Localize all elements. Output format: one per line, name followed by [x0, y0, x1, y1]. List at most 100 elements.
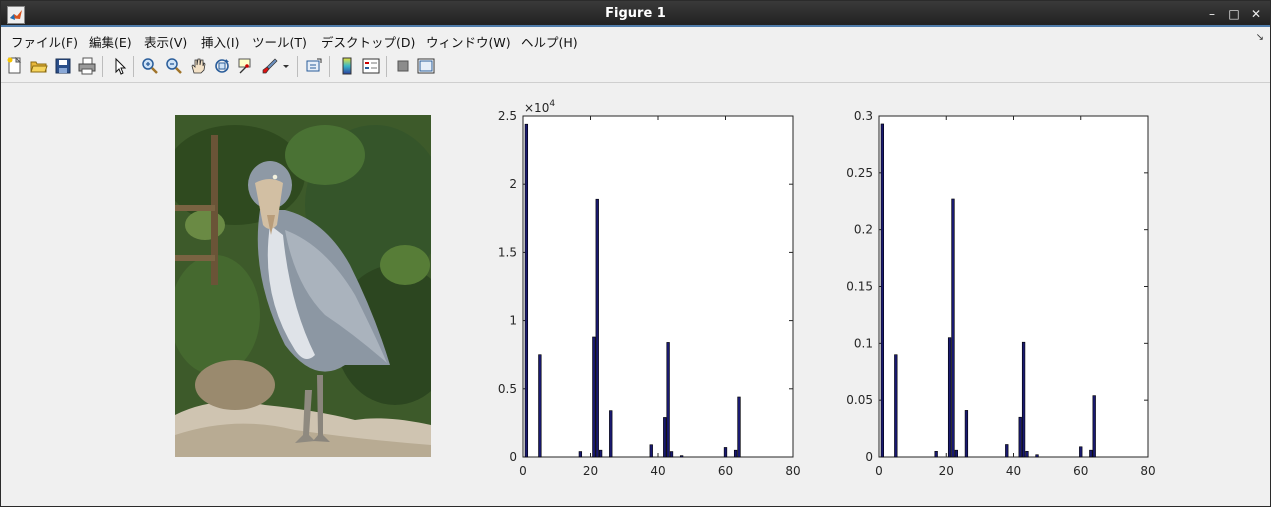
- y-tick-label: 2.5: [498, 109, 517, 123]
- figure-toolbar: [1, 51, 1270, 83]
- close-button[interactable]: ✕: [1250, 7, 1262, 21]
- figure-canvas[interactable]: 0 0.5 1 1.5 2 2.5 0 20 40 60 80 ×104 0 0.05 0.1 0.15 0…: [2, 83, 1270, 506]
- histogram-bar[interactable]: [1021, 341, 1026, 458]
- histogram-bar[interactable]: [723, 447, 728, 458]
- histogram-bar[interactable]: [880, 123, 885, 458]
- maximize-button[interactable]: □: [1228, 7, 1240, 21]
- menu-tools[interactable]: ツール(T): [252, 35, 307, 50]
- x-tick-label: 80: [1140, 464, 1155, 478]
- dock-arrow-icon[interactable]: ↘: [1255, 32, 1264, 43]
- histogram-bar[interactable]: [538, 354, 542, 458]
- menu-desktop[interactable]: デスクトップ(D): [321, 35, 416, 50]
- y-exponent-label: ×104: [524, 99, 555, 115]
- hide-plot-tools-icon[interactable]: [394, 57, 412, 75]
- histogram-bar[interactable]: [964, 410, 969, 458]
- brush-dropdown-icon[interactable]: [281, 57, 291, 75]
- minimize-button[interactable]: –: [1209, 7, 1215, 21]
- histogram-bar[interactable]: [663, 417, 667, 458]
- axes-normalized-histogram[interactable]: 0 0.05 0.1 0.15 0.2 0.25 0.3 0 20 40 60 80: [846, 109, 1155, 478]
- histogram-bar[interactable]: [1079, 446, 1083, 458]
- toolbar-separator: [133, 56, 134, 77]
- histogram-bar[interactable]: [609, 410, 613, 458]
- histogram-bar[interactable]: [1089, 449, 1093, 458]
- brush-icon[interactable]: [261, 57, 279, 75]
- title-accent-line: [1, 25, 1270, 27]
- shoebill-photo[interactable]: [175, 115, 431, 457]
- legend-icon[interactable]: [362, 57, 380, 75]
- y-tick-label: 0.25: [846, 166, 873, 180]
- rotate-3d-icon[interactable]: [213, 57, 231, 75]
- print-icon[interactable]: [78, 57, 96, 75]
- histogram-bar[interactable]: [679, 455, 684, 458]
- y-tick-label: 1: [509, 314, 517, 328]
- matlab-logo-icon[interactable]: [7, 6, 25, 24]
- x-tick-label: 40: [650, 464, 665, 478]
- histogram-bar[interactable]: [595, 198, 599, 458]
- title-bar[interactable]: Figure 1 – □ ✕: [1, 1, 1270, 27]
- link-plot-icon[interactable]: [305, 57, 323, 75]
- toolbar-separator: [329, 56, 330, 77]
- window-title: Figure 1: [605, 6, 666, 21]
- x-tick-label: 80: [785, 464, 800, 478]
- menu-edit[interactable]: 編集(E): [89, 35, 132, 50]
- histogram-bar[interactable]: [578, 451, 583, 458]
- axes-counts-histogram[interactable]: 0 0.5 1 1.5 2 2.5 0 20 40 60 80 ×104: [498, 99, 801, 478]
- y-tick-label: 0: [865, 450, 873, 464]
- histogram-bar[interactable]: [733, 449, 738, 458]
- histogram-bar[interactable]: [592, 336, 596, 458]
- histogram-bar[interactable]: [954, 449, 958, 458]
- toolbar-separator: [386, 56, 387, 77]
- show-plot-tools-icon[interactable]: [417, 57, 435, 75]
- y-tick-label: 0.5: [498, 382, 517, 396]
- x-tick-label: 0: [875, 464, 883, 478]
- menu-view[interactable]: 表示(V): [144, 35, 188, 50]
- y-tick-label: 0.2: [854, 223, 873, 237]
- zoom-in-icon[interactable]: [141, 57, 159, 75]
- zoom-out-icon[interactable]: [165, 57, 183, 75]
- histogram-bar[interactable]: [951, 198, 955, 458]
- menu-bar: ファイル(F) 編集(E) 表示(V) 挿入(I) ツール(T) デスクトップ(…: [1, 27, 1270, 51]
- y-tick-label: 0.1: [854, 336, 873, 350]
- histogram-bar[interactable]: [1092, 395, 1096, 458]
- histogram-bar[interactable]: [934, 451, 938, 458]
- histogram-bar[interactable]: [669, 451, 674, 458]
- toolbar-separator: [297, 56, 298, 77]
- menu-insert[interactable]: 挿入(I): [201, 35, 240, 50]
- x-tick-label: 0: [519, 464, 527, 478]
- new-figure-icon[interactable]: [6, 57, 24, 75]
- y-tick-label: 0.05: [846, 393, 873, 407]
- x-tick-label: 60: [1073, 464, 1088, 478]
- histogram-plots: 00.511.522.50 20 40 60 80 ×104 00.050.10.150…: [498, 99, 1156, 478]
- y-tick-label: 0.3: [854, 109, 873, 123]
- open-file-icon[interactable]: [30, 57, 48, 75]
- x-tick-label: 60: [718, 464, 733, 478]
- histogram-bar[interactable]: [1025, 451, 1029, 458]
- histogram-bar[interactable]: [524, 123, 529, 458]
- x-tick-label: 20: [583, 464, 598, 478]
- x-tick-label: 40: [1006, 464, 1021, 478]
- data-cursor-icon[interactable]: [237, 57, 255, 75]
- histogram-bar[interactable]: [1035, 454, 1039, 458]
- y-tick-label: 0.15: [846, 280, 873, 294]
- histogram-bar[interactable]: [947, 337, 952, 458]
- histogram-bar[interactable]: [1005, 444, 1009, 458]
- y-tick-label: 1.5: [498, 245, 517, 259]
- save-icon[interactable]: [54, 57, 72, 75]
- y-tick-label: 2: [509, 177, 517, 191]
- histogram-bar[interactable]: [737, 396, 741, 458]
- histogram-bar[interactable]: [894, 354, 898, 458]
- pan-hand-icon[interactable]: [189, 57, 207, 75]
- menu-help[interactable]: ヘルプ(H): [521, 35, 578, 50]
- histogram-bar[interactable]: [1018, 416, 1022, 458]
- histogram-bar[interactable]: [649, 444, 653, 458]
- y-tick-label: 0: [509, 450, 517, 464]
- histogram-bar[interactable]: [666, 342, 670, 458]
- histogram-bar[interactable]: [598, 449, 603, 458]
- colorbar-icon[interactable]: [338, 57, 356, 75]
- x-tick-label: 20: [939, 464, 954, 478]
- menu-file[interactable]: ファイル(F): [11, 35, 78, 50]
- select-arrow-icon[interactable]: [110, 57, 128, 75]
- toolbar-separator: [102, 56, 103, 77]
- menu-window[interactable]: ウィンドウ(W): [426, 35, 511, 50]
